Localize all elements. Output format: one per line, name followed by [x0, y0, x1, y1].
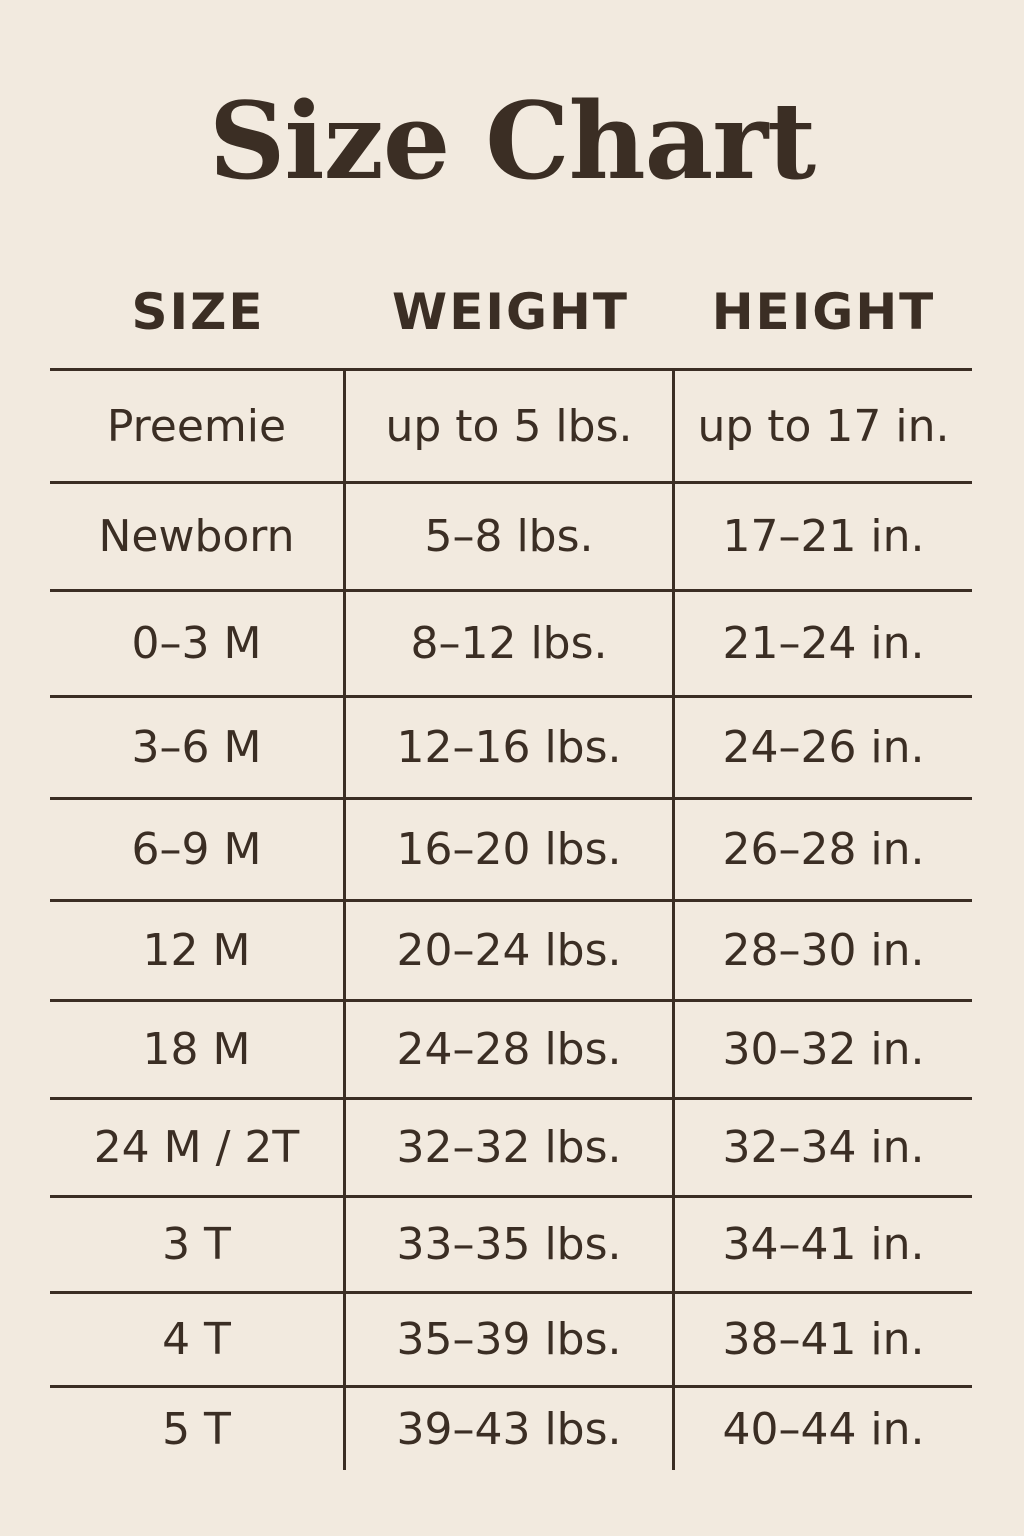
- table-row: 18 M 24–28 lbs. 30–32 in.: [50, 999, 972, 1097]
- cell-size: 6–9 M: [50, 800, 346, 899]
- cell-size: 3–6 M: [50, 698, 346, 797]
- cell-weight: 12–16 lbs.: [346, 698, 675, 797]
- cell-height: 21–24 in.: [722, 618, 925, 669]
- cell-height: 24–26 in.: [722, 722, 925, 773]
- cell-height: 38–41 in.: [722, 1314, 925, 1365]
- table-row: Newborn 5–8 lbs. 17–21 in.: [50, 481, 972, 589]
- table-row: 24 M / 2T 32–32 lbs. 32–34 in.: [50, 1097, 972, 1195]
- cell-size: Preemie: [50, 371, 346, 481]
- table-row: 6–9 M 16–20 lbs. 26–28 in.: [50, 797, 972, 899]
- cell-weight: up to 5 lbs.: [346, 371, 675, 481]
- cell-weight: 16–20 lbs.: [346, 800, 675, 899]
- table-row: 3 T 33–35 lbs. 34–41 in.: [50, 1195, 972, 1291]
- cell-height: up to 17 in.: [697, 400, 950, 452]
- table-row: 3–6 M 12–16 lbs. 24–26 in.: [50, 695, 972, 797]
- cell-size: 5 T: [50, 1388, 346, 1470]
- table-row: 0–3 M 8–12 lbs. 21–24 in.: [50, 589, 972, 695]
- page-title: Size Chart: [208, 78, 816, 203]
- table-row: 12 M 20–24 lbs. 28–30 in.: [50, 899, 972, 999]
- cell-height: 34–41 in.: [722, 1219, 925, 1270]
- header-weight: WEIGHT: [392, 283, 629, 341]
- cell-size: 0–3 M: [50, 592, 346, 695]
- cell-size: 12 M: [50, 902, 346, 999]
- size-table: Preemie up to 5 lbs. up to 17 in. Newborn 5–…: [50, 368, 972, 1470]
- cell-height: 32–34 in.: [722, 1122, 925, 1173]
- cell-height: 30–32 in.: [722, 1024, 925, 1075]
- cell-weight: 20–24 lbs.: [346, 902, 675, 999]
- cell-size: 24 M / 2T: [50, 1100, 346, 1195]
- cell-size: 4 T: [50, 1294, 346, 1385]
- cell-height: 26–28 in.: [722, 824, 925, 875]
- table-row: 5 T 39–43 lbs. 40–44 in.: [50, 1385, 972, 1470]
- cell-weight: 33–35 lbs.: [346, 1198, 675, 1291]
- header-size: SIZE: [131, 283, 265, 341]
- table-row: Preemie up to 5 lbs. up to 17 in.: [50, 368, 972, 481]
- cell-weight: 35–39 lbs.: [346, 1294, 675, 1385]
- cell-size: 3 T: [50, 1198, 346, 1291]
- cell-height: 28–30 in.: [722, 925, 925, 976]
- cell-weight: 39–43 lbs.: [346, 1388, 675, 1470]
- cell-size: Newborn: [50, 484, 346, 589]
- header-height: HEIGHT: [711, 283, 936, 341]
- cell-height: 17–21 in.: [722, 511, 925, 562]
- cell-weight: 32–32 lbs.: [346, 1100, 675, 1195]
- cell-weight: 8–12 lbs.: [346, 592, 675, 695]
- cell-height: 40–44 in.: [722, 1403, 925, 1455]
- table-row: 4 T 35–39 lbs. 38–41 in.: [50, 1291, 972, 1385]
- cell-size: 18 M: [50, 1002, 346, 1097]
- cell-weight: 5–8 lbs.: [346, 484, 675, 589]
- cell-weight: 24–28 lbs.: [346, 1002, 675, 1097]
